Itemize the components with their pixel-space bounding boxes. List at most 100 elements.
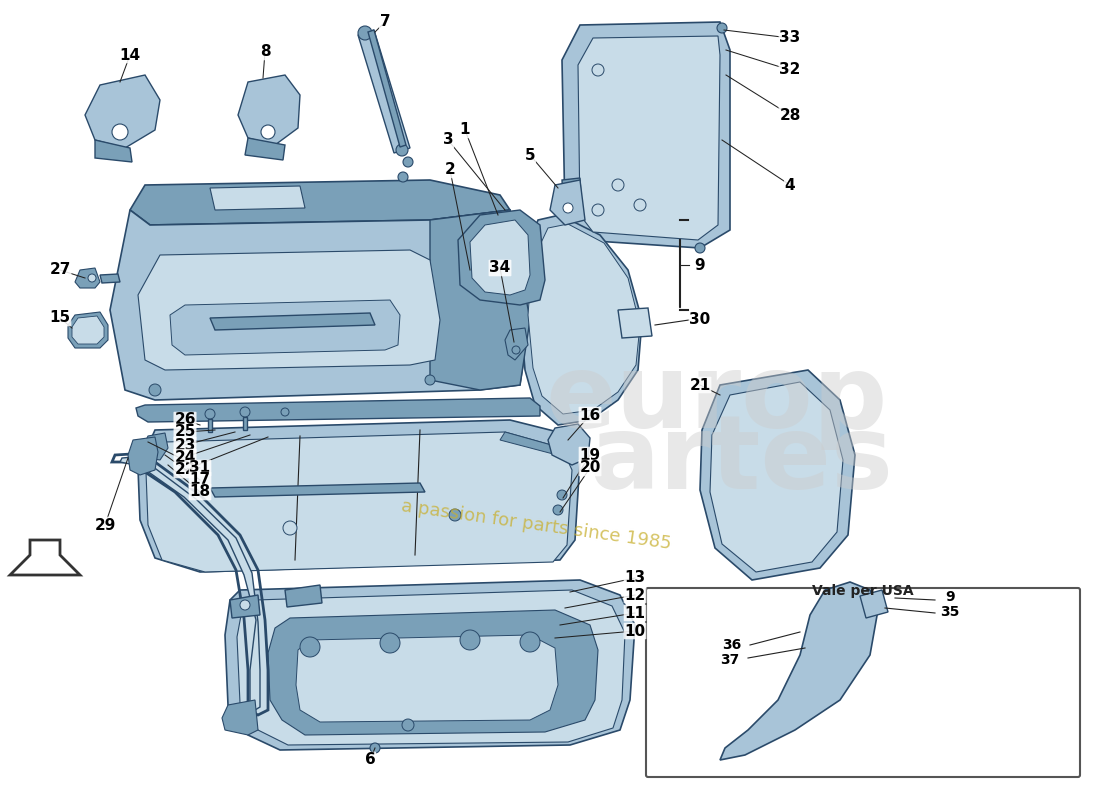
Text: 31: 31 [189, 461, 210, 475]
Polygon shape [170, 300, 400, 355]
Polygon shape [268, 610, 598, 735]
Polygon shape [138, 250, 440, 370]
Circle shape [398, 172, 408, 182]
Text: 25: 25 [174, 425, 196, 439]
Polygon shape [243, 417, 248, 430]
Text: 3: 3 [442, 133, 453, 147]
Polygon shape [130, 180, 510, 225]
Circle shape [280, 408, 289, 416]
Text: 24: 24 [174, 450, 196, 465]
Polygon shape [236, 590, 625, 745]
Polygon shape [520, 215, 642, 425]
Text: 12: 12 [625, 587, 646, 602]
Circle shape [370, 743, 379, 753]
Polygon shape [72, 316, 104, 344]
Polygon shape [210, 186, 305, 210]
Polygon shape [500, 432, 562, 455]
Text: 5: 5 [525, 147, 536, 162]
Polygon shape [505, 328, 528, 360]
Text: europ: europ [544, 350, 888, 450]
Text: a passion for parts since 1985: a passion for parts since 1985 [400, 497, 672, 553]
Text: 22: 22 [174, 462, 196, 478]
Text: 35: 35 [940, 605, 959, 619]
Text: 8: 8 [260, 45, 271, 59]
Text: 33: 33 [780, 30, 801, 46]
Circle shape [557, 490, 566, 500]
Circle shape [403, 157, 412, 167]
FancyBboxPatch shape [646, 588, 1080, 777]
Circle shape [396, 144, 408, 156]
Circle shape [553, 505, 563, 515]
Circle shape [300, 637, 320, 657]
Polygon shape [222, 700, 258, 735]
Polygon shape [75, 268, 100, 288]
Polygon shape [548, 424, 590, 465]
Text: 21: 21 [690, 378, 711, 393]
Circle shape [449, 509, 461, 521]
Text: 36: 36 [723, 638, 741, 652]
Polygon shape [430, 210, 530, 390]
Polygon shape [138, 420, 580, 572]
Text: artes: artes [590, 410, 894, 510]
Text: 7: 7 [379, 14, 390, 30]
Polygon shape [95, 140, 132, 162]
Text: Vale per USA: Vale per USA [812, 584, 914, 598]
Text: 29: 29 [95, 518, 116, 533]
Text: 14: 14 [120, 47, 141, 62]
Polygon shape [720, 582, 878, 760]
Polygon shape [120, 456, 260, 710]
Text: 30: 30 [690, 313, 711, 327]
Polygon shape [100, 274, 120, 283]
Circle shape [512, 346, 520, 354]
Text: 28: 28 [779, 107, 801, 122]
Circle shape [425, 375, 435, 385]
Text: 37: 37 [720, 653, 739, 667]
Circle shape [148, 384, 161, 396]
Polygon shape [238, 75, 300, 145]
Circle shape [261, 125, 275, 139]
Text: 19: 19 [580, 447, 601, 462]
Text: 20: 20 [580, 461, 601, 475]
Polygon shape [528, 224, 640, 414]
Circle shape [460, 630, 480, 650]
Circle shape [402, 719, 414, 731]
Text: 26: 26 [174, 413, 196, 427]
Polygon shape [230, 595, 260, 618]
Text: 4: 4 [784, 178, 795, 193]
Polygon shape [226, 580, 635, 750]
Text: 17: 17 [189, 473, 210, 487]
Circle shape [379, 633, 400, 653]
Text: 9: 9 [695, 258, 705, 273]
Text: 15: 15 [50, 310, 70, 326]
Circle shape [612, 179, 624, 191]
Polygon shape [208, 419, 212, 432]
Circle shape [205, 409, 214, 419]
Text: 13: 13 [625, 570, 646, 586]
Polygon shape [210, 483, 425, 497]
Circle shape [592, 204, 604, 216]
Polygon shape [68, 312, 108, 348]
Polygon shape [550, 180, 585, 225]
Text: 34: 34 [490, 261, 510, 275]
Polygon shape [368, 30, 406, 147]
Text: 6: 6 [364, 753, 375, 767]
Text: 18: 18 [189, 485, 210, 499]
Text: 1: 1 [460, 122, 471, 138]
Circle shape [112, 124, 128, 140]
Circle shape [240, 407, 250, 417]
Text: 16: 16 [580, 407, 601, 422]
Circle shape [520, 632, 540, 652]
Polygon shape [245, 138, 285, 160]
Polygon shape [562, 22, 730, 248]
Polygon shape [296, 635, 558, 722]
Polygon shape [128, 437, 158, 475]
Text: 27: 27 [50, 262, 70, 278]
Circle shape [695, 243, 705, 253]
Text: 2: 2 [444, 162, 455, 178]
Polygon shape [10, 540, 80, 575]
Polygon shape [578, 36, 720, 240]
Polygon shape [110, 210, 530, 400]
Polygon shape [618, 308, 652, 338]
Polygon shape [710, 382, 843, 572]
Polygon shape [358, 30, 410, 153]
